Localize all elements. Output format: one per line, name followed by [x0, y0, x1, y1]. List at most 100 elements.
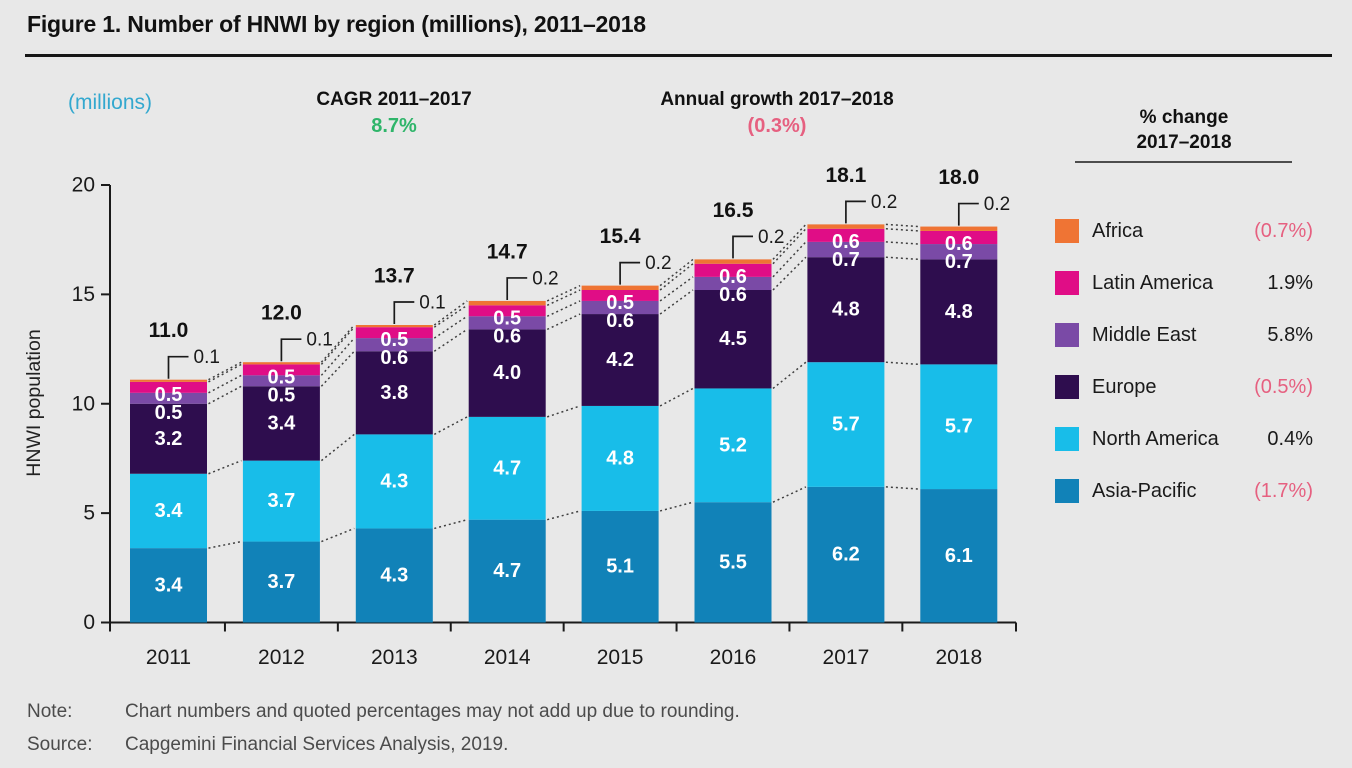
bar-segment-north-america: [694, 388, 772, 503]
legend-item-label: Latin America: [1092, 271, 1214, 294]
bar-value-label: 0.6: [719, 284, 747, 306]
africa-callout-label: 0.2: [871, 192, 897, 213]
legend-swatch-asia-pacific: [1055, 479, 1079, 503]
bar-value-label: 0.6: [719, 266, 747, 288]
legend-header: % change 2017–2018: [1055, 105, 1313, 155]
bar-value-label: 0.5: [493, 307, 521, 329]
cagr-label: CAGR 2011–2017: [316, 89, 472, 110]
bar-segment-africa: [694, 259, 772, 264]
bar-segment-africa: [807, 224, 885, 229]
segment-connector-line: [659, 501, 694, 512]
bar-segment-africa: [581, 285, 659, 290]
segment-connector-line: [320, 326, 355, 365]
bar-value-label: 5.7: [832, 414, 860, 436]
bar-segment-latin-america: [920, 230, 998, 245]
legend-item-pct: 0.4%: [1267, 427, 1313, 450]
bar-value-label: 0.5: [267, 366, 295, 388]
legend-swatch-middle-east: [1055, 323, 1079, 347]
segment-connector-line: [208, 374, 242, 394]
segment-connector-line: [208, 385, 242, 405]
bar-value-label: 0.6: [606, 310, 634, 332]
bar-segment-north-america: [807, 362, 885, 487]
bar-value-label: 0.5: [155, 402, 183, 424]
bar-value-label: 4.3: [380, 470, 408, 492]
segment-connector-line: [208, 459, 242, 475]
bar-segment-middle-east: [468, 316, 546, 330]
bar-value-label: 3.4: [155, 574, 184, 596]
africa-callout-line: [619, 261, 641, 285]
segment-connector-line: [208, 363, 242, 383]
bar-value-label: 0.5: [606, 292, 634, 314]
annual-growth-value: (0.3%): [747, 115, 807, 137]
bar-segment-asia-pacific: [468, 519, 546, 623]
segment-connector-line: [546, 405, 581, 418]
bar-segment-asia-pacific: [920, 489, 998, 623]
legend-item-label: Middle East: [1092, 323, 1197, 346]
bar-segment-europe: [694, 290, 772, 389]
y-tick-label: 0: [83, 611, 95, 634]
bar-segment-africa: [242, 362, 320, 365]
bar-value-label: 3.4: [267, 412, 296, 434]
bar-value-label: 4.3: [380, 564, 408, 586]
bar-segment-latin-america: [130, 381, 207, 393]
bar-value-label: 0.5: [380, 329, 408, 351]
africa-callout-line: [280, 338, 302, 362]
x-category-label: 2017: [823, 646, 870, 669]
africa-callout-line: [845, 200, 866, 224]
bar-value-label: 5.2: [719, 434, 747, 456]
x-category-label: 2018: [935, 646, 982, 669]
bar-segment-middle-east: [807, 241, 885, 258]
bar-segment-middle-east: [355, 338, 433, 352]
bar-value-label: 4.0: [493, 362, 521, 384]
legend-swatch-latin-america: [1055, 271, 1079, 295]
segment-connector-line: [320, 433, 355, 462]
segment-connector-line: [772, 486, 807, 503]
legend-item-label: Asia-Pacific: [1092, 479, 1197, 502]
legend-item-label: Africa: [1092, 219, 1144, 242]
bar-segment-africa: [130, 379, 207, 382]
segment-connector-line: [433, 300, 468, 326]
africa-callout-line: [506, 277, 528, 300]
bar-segment-asia-pacific: [807, 486, 885, 623]
bar-segment-europe: [242, 386, 320, 461]
y-tick-label: 5: [83, 502, 95, 525]
legend-item-latin-america: Latin America 1.9%: [1055, 270, 1313, 296]
bar-segment-north-america: [242, 460, 320, 542]
bar-value-label: 5.5: [719, 551, 747, 573]
segment-connector-line: [433, 416, 468, 436]
bar-segment-africa: [355, 325, 433, 328]
cagr-annotation: CAGR 2011–2017 8.7%: [264, 89, 524, 138]
bar-segment-africa: [920, 226, 998, 231]
note-label: Note:: [27, 701, 73, 722]
segment-connector-line: [659, 289, 694, 315]
bar-value-label: 3.7: [267, 490, 295, 512]
segment-connector-line: [885, 361, 919, 366]
source-row: Source: Capgemini Financial Services Anal…: [27, 734, 508, 756]
bar-value-label: 5.1: [606, 556, 634, 578]
bar-value-label: 4.8: [832, 299, 860, 321]
bar-segment-north-america: [920, 364, 998, 490]
bar-total-label: 16.5: [713, 199, 754, 222]
segment-connector-line: [320, 337, 355, 376]
segment-connector-line: [772, 361, 807, 390]
bar-segment-middle-east: [581, 300, 659, 315]
bar-value-label: 0.6: [945, 233, 973, 255]
legend-item-europe: Europe (0.5%): [1055, 374, 1313, 400]
bar-total-label: 18.0: [938, 166, 979, 189]
bar-value-label: 4.7: [493, 457, 521, 479]
bar-value-label: 0.6: [493, 325, 521, 347]
bar-segment-latin-america: [807, 228, 885, 242]
segment-connector-line: [885, 228, 919, 232]
bar-segment-middle-east: [130, 392, 207, 404]
bar-value-label: 0.5: [155, 384, 183, 406]
bar-segment-asia-pacific: [242, 541, 320, 623]
bar-segment-north-america: [468, 416, 546, 520]
segment-connector-line: [659, 263, 694, 291]
y-tick-label: 20: [72, 174, 95, 197]
bar-segment-europe: [468, 329, 546, 417]
africa-callout-label: 0.1: [194, 347, 220, 368]
bar-value-label: 3.2: [155, 428, 183, 450]
bar-total-label: 12.0: [261, 302, 302, 325]
bar-value-label: 3.4: [155, 500, 184, 522]
